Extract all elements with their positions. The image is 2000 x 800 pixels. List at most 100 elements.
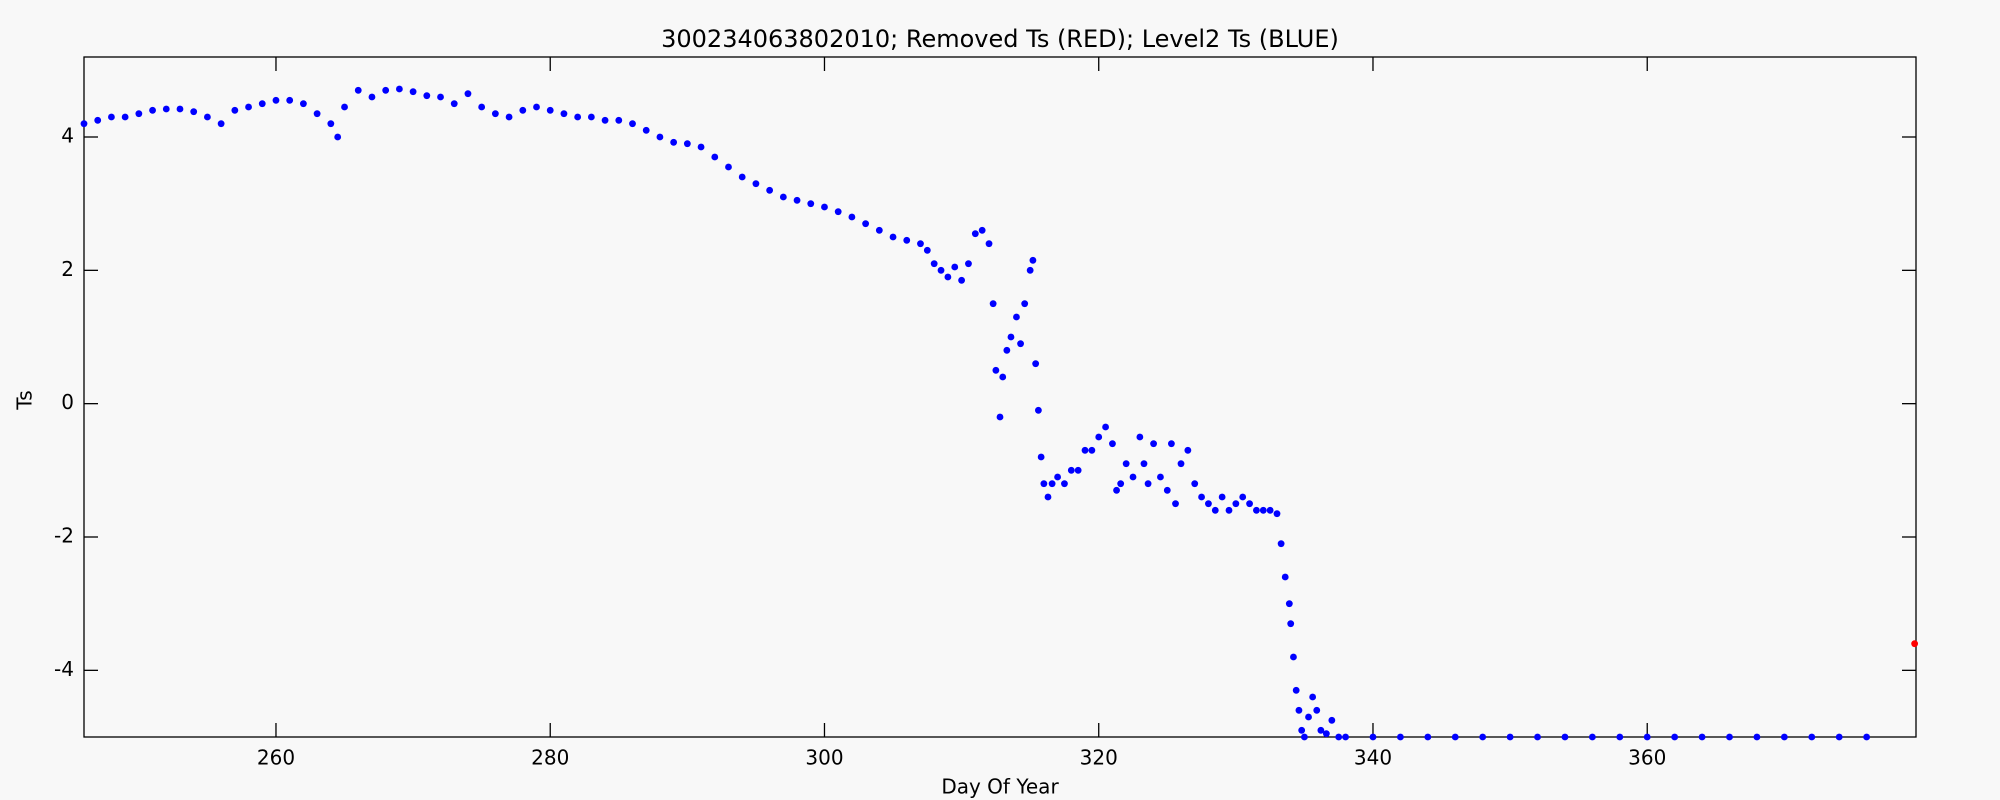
data-point bbox=[382, 86, 390, 94]
data-point bbox=[1177, 460, 1185, 468]
data-point bbox=[1835, 733, 1843, 741]
data-point bbox=[1317, 726, 1325, 734]
data-point bbox=[738, 173, 746, 181]
data-point bbox=[1561, 733, 1569, 741]
plot-frame bbox=[83, 56, 1917, 738]
data-point bbox=[944, 273, 952, 281]
data-point bbox=[1113, 486, 1120, 494]
data-point bbox=[1424, 733, 1432, 741]
data-point bbox=[1026, 266, 1034, 274]
data-point bbox=[491, 110, 499, 118]
y-tick-label: 4 bbox=[61, 124, 74, 148]
data-point bbox=[903, 236, 911, 244]
data-point bbox=[1322, 730, 1330, 738]
data-point bbox=[286, 96, 294, 104]
data-point bbox=[560, 110, 568, 118]
data-point bbox=[1753, 733, 1761, 741]
data-point bbox=[1003, 346, 1011, 354]
data-point bbox=[135, 110, 143, 118]
data-point bbox=[992, 366, 1000, 374]
data-point bbox=[1074, 466, 1082, 474]
data-point bbox=[1295, 706, 1303, 714]
data-point bbox=[341, 103, 348, 111]
x-tick-label: 360 bbox=[1628, 746, 1666, 770]
data-point bbox=[313, 110, 321, 118]
data-point bbox=[1034, 406, 1042, 414]
data-point bbox=[793, 196, 801, 204]
data-point bbox=[1253, 506, 1260, 514]
data-point bbox=[437, 93, 444, 101]
data-point bbox=[409, 88, 417, 96]
data-point bbox=[1037, 453, 1045, 461]
data-point bbox=[1335, 733, 1343, 741]
data-point bbox=[917, 240, 924, 248]
data-point bbox=[204, 113, 211, 121]
data-point bbox=[766, 186, 774, 194]
data-point bbox=[478, 103, 486, 111]
data-point bbox=[875, 226, 883, 234]
data-point bbox=[395, 85, 403, 93]
data-point bbox=[121, 113, 129, 121]
data-point bbox=[1305, 713, 1312, 721]
data-point bbox=[965, 260, 972, 268]
data-point bbox=[574, 113, 582, 121]
data-point bbox=[1698, 733, 1706, 741]
y-tick-label: 2 bbox=[61, 257, 74, 281]
data-point bbox=[1287, 620, 1295, 628]
data-point bbox=[1122, 460, 1130, 468]
data-point bbox=[1309, 693, 1317, 701]
data-point bbox=[450, 100, 458, 108]
data-point bbox=[464, 90, 472, 98]
data-point bbox=[889, 233, 897, 241]
data-point bbox=[1397, 733, 1404, 741]
data-point bbox=[149, 106, 156, 114]
chart-title: 300234063802010; Removed Ts (RED); Level… bbox=[661, 25, 1339, 53]
data-point bbox=[1054, 473, 1061, 481]
data-point bbox=[1129, 473, 1137, 481]
data-point bbox=[1534, 733, 1541, 741]
data-point bbox=[1328, 716, 1336, 724]
data-point bbox=[217, 120, 225, 128]
data-point bbox=[930, 260, 938, 268]
data-point bbox=[1184, 446, 1192, 454]
data-point bbox=[711, 153, 719, 161]
data-point bbox=[1218, 493, 1226, 501]
x-tick-label: 300 bbox=[805, 746, 843, 770]
data-point bbox=[821, 203, 828, 211]
data-point bbox=[834, 208, 842, 216]
data-point bbox=[1081, 446, 1089, 454]
data-point bbox=[108, 113, 115, 121]
data-point bbox=[546, 106, 554, 114]
y-tick-label: 0 bbox=[61, 390, 74, 414]
x-tick-label: 340 bbox=[1354, 746, 1392, 770]
data-point bbox=[1109, 440, 1116, 448]
data-point bbox=[1616, 733, 1624, 741]
data-point bbox=[1211, 506, 1219, 514]
data-point bbox=[1301, 733, 1308, 741]
x-axis-label: Day Of Year bbox=[941, 775, 1059, 799]
data-point bbox=[1277, 540, 1285, 548]
data-point bbox=[1342, 733, 1349, 741]
data-point bbox=[683, 140, 691, 148]
data-point bbox=[615, 116, 623, 124]
data-point bbox=[1232, 500, 1240, 508]
data-point bbox=[951, 263, 959, 271]
data-point bbox=[368, 93, 376, 101]
data-point bbox=[94, 116, 102, 124]
data-point bbox=[423, 92, 431, 100]
data-point bbox=[1225, 506, 1233, 514]
data-point bbox=[807, 200, 815, 208]
data-point bbox=[1643, 733, 1651, 741]
data-point bbox=[642, 126, 650, 134]
data-point bbox=[1808, 733, 1816, 741]
data-point bbox=[519, 106, 527, 114]
data-point bbox=[1191, 480, 1199, 488]
y-axis-label: Ts bbox=[13, 390, 37, 410]
data-point bbox=[1726, 733, 1733, 741]
data-point bbox=[162, 105, 170, 113]
data-point bbox=[656, 133, 664, 141]
data-point bbox=[1029, 256, 1037, 264]
data-point bbox=[80, 120, 88, 128]
